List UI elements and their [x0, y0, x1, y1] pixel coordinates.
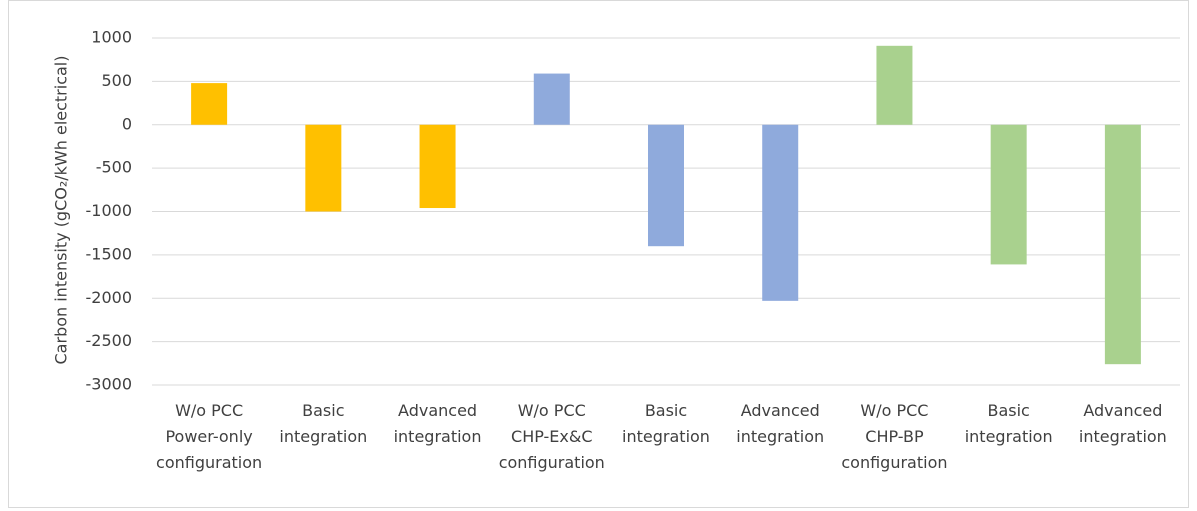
- x-tick-label: Advanced integration: [1078, 401, 1167, 446]
- y-tick-label: -500: [96, 158, 132, 177]
- bar: [762, 124, 799, 301]
- y-tick-label: -2000: [86, 288, 133, 307]
- bar: [191, 83, 228, 125]
- x-tick-label: W/o PCC CHP-BP configuration: [841, 401, 948, 472]
- y-tick-label: -1000: [86, 201, 133, 220]
- x-tick-label: W/o PCC CHP-Ex&C configuration: [498, 401, 605, 472]
- x-tick-label: Advanced integration: [736, 401, 825, 446]
- bar: [990, 124, 1027, 265]
- y-tick-label: 500: [101, 71, 132, 90]
- bar: [1104, 124, 1141, 365]
- bar: [419, 124, 456, 209]
- chart-frame: [8, 0, 1189, 508]
- y-tick-label: -1500: [86, 244, 133, 263]
- x-tick-label: Basic integration: [964, 401, 1053, 446]
- y-axis-label: Carbon intensity (gCO₂/kWh electrical): [52, 56, 71, 365]
- y-tick-label: -3000: [86, 375, 133, 394]
- y-tick-label: 1000: [91, 28, 132, 47]
- y-tick-label: -2500: [86, 331, 133, 350]
- y-tick-label: 0: [122, 114, 132, 133]
- x-tick-label: Basic integration: [279, 401, 368, 446]
- bar: [305, 124, 342, 212]
- bar: [648, 124, 684, 247]
- x-tick-label: Advanced integration: [393, 401, 482, 446]
- bar: [533, 73, 570, 125]
- bar: [876, 45, 913, 125]
- x-tick-label: W/o PCC Power-only configuration: [156, 401, 263, 472]
- x-tick-label: Basic integration: [622, 401, 710, 446]
